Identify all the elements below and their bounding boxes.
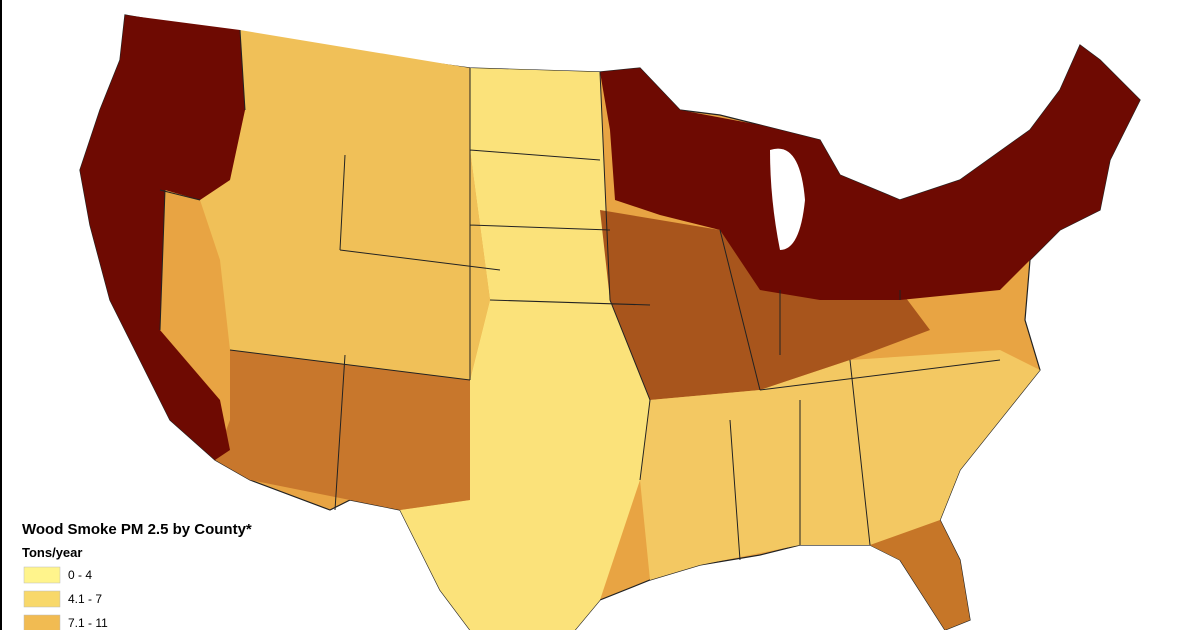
mountain-region <box>200 30 490 380</box>
legend-swatch <box>23 590 61 608</box>
legend-label: 7.1 - 11 <box>68 616 108 630</box>
legend-title: Wood Smoke PM 2.5 by County* <box>22 521 252 538</box>
southwest-region <box>215 350 470 510</box>
state-lines <box>159 29 1001 561</box>
midwest-region <box>600 210 930 400</box>
legend-unit: Tons/year <box>22 545 82 560</box>
west-coast-region <box>80 15 245 460</box>
legend-box <box>14 510 314 630</box>
legend-label: 4.1 - 7 <box>68 592 102 606</box>
us-counties <box>79 14 1141 630</box>
plains-region <box>400 68 650 630</box>
legend-label: 0 - 4 <box>68 568 92 582</box>
southeast-region <box>640 350 1040 580</box>
lake-michigan <box>770 148 805 250</box>
florida-region <box>870 520 970 630</box>
legend-swatch <box>23 566 61 584</box>
legend: Wood Smoke PM 2.5 by County* Tons/year 0… <box>14 510 314 630</box>
north-region <box>600 45 1140 300</box>
legend-swatch <box>23 614 61 630</box>
